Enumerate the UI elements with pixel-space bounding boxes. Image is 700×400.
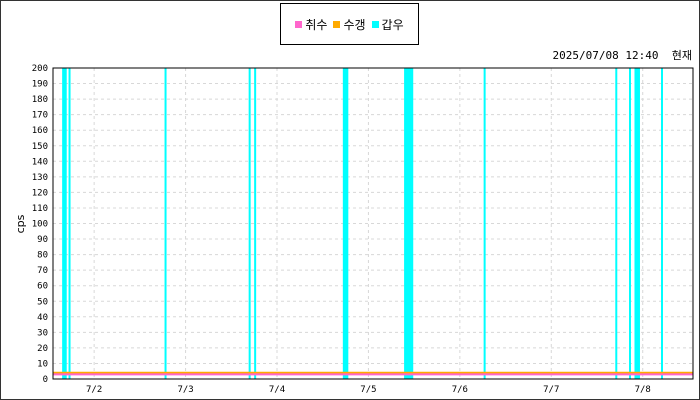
y-tick-label: 200 (32, 64, 48, 74)
x-tick-labels: 7/2 7/3 7/4 7/5 7/6 7/7 7/8 (86, 385, 651, 395)
y-tick-label: 150 (32, 142, 48, 152)
y-tick-label: 190 (32, 80, 48, 90)
y-tick-label: 50 (37, 297, 48, 307)
legend-swatch-rain (371, 20, 379, 28)
legend-swatch-intake (295, 20, 303, 28)
y-axis-label: cps (14, 214, 27, 233)
legend-item-shaft: 수갱 (333, 16, 366, 33)
timestamp-suffix: 현재 (671, 49, 692, 62)
y-tick-label: 70 (37, 266, 48, 276)
line-layer (53, 371, 693, 376)
y-tick-label: 180 (32, 95, 48, 105)
rain-bar (483, 68, 486, 379)
rain-bar (634, 68, 640, 379)
y-tick-label: 60 (37, 282, 48, 292)
plot-area-border (52, 67, 694, 380)
grid-layer (53, 68, 693, 379)
bar-layer (62, 68, 663, 379)
y-tick-label: 160 (32, 126, 48, 136)
rain-bar (629, 68, 631, 379)
legend-item-intake: 취수 (295, 16, 327, 33)
y-tick-label: 0 (43, 375, 48, 385)
rain-bar (404, 68, 414, 379)
rain-bar (248, 68, 251, 379)
rain-bar (615, 68, 618, 379)
y-tick-label: 90 (37, 235, 48, 245)
rain-bar (68, 68, 71, 379)
rain-bar (661, 68, 663, 379)
rain-bar (62, 68, 67, 379)
rain-bar (254, 68, 257, 379)
rain-bar (164, 68, 167, 379)
x-tick-label: 7/5 (360, 385, 376, 395)
y-tick-label: 170 (32, 111, 48, 121)
y-tick-label: 10 (37, 359, 48, 369)
rain-bar (342, 68, 349, 379)
y-tick-label: 120 (32, 188, 48, 198)
legend-label-rain: 갑우 (381, 17, 404, 32)
timestamp-datetime: 2025/07/08 12:40 (552, 49, 659, 62)
x-tick-label: 7/4 (269, 385, 285, 395)
x-tick-label: 7/2 (86, 385, 102, 395)
y-tick-label: 40 (37, 313, 48, 323)
x-tick-label: 7/8 (635, 385, 651, 395)
y-tick-label: 30 (37, 328, 48, 338)
timestamp: 2025/07/08 12:40 현재 (553, 47, 692, 63)
x-tick-label: 7/6 (452, 385, 468, 395)
legend-item-rain: 갑우 (371, 16, 404, 33)
legend-label-shaft: 수갱 (343, 17, 366, 32)
x-tick-label: 7/7 (543, 385, 559, 395)
y-tick-label: 100 (32, 220, 48, 230)
y-tick-labels: 0 10 20 30 40 50 60 70 80 90 100 110 120 130 140 150 160… (32, 64, 48, 385)
x-tick-label: 7/3 (177, 385, 193, 395)
y-tick-label: 140 (32, 157, 48, 167)
legend-label-intake: 취수 (305, 17, 328, 32)
legend-swatch-shaft (333, 20, 341, 28)
y-tick-label: 80 (37, 251, 48, 261)
y-tick-label: 20 (37, 344, 48, 354)
y-tick-label: 130 (32, 173, 48, 183)
y-tick-label: 110 (32, 204, 48, 214)
legend: 취수 수갱 갑우 (280, 3, 419, 45)
